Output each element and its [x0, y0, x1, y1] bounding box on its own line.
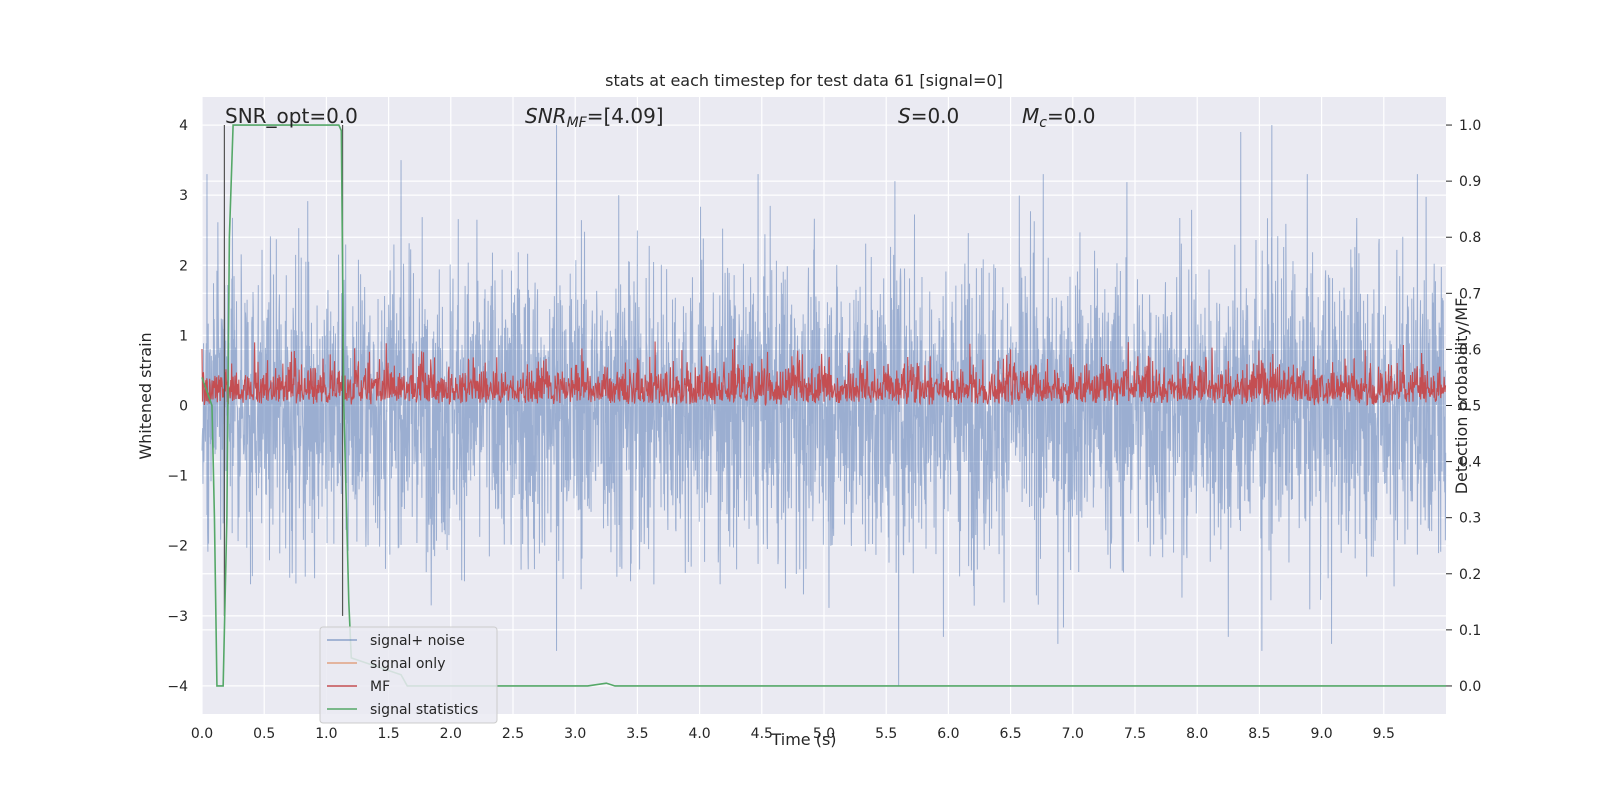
x-tick-label: 9.0: [1310, 726, 1332, 742]
y-left-tick-label: 0: [179, 399, 188, 415]
annotation-mc: Mc=0.0: [1022, 104, 1096, 131]
y-right-tick-label: 0.6: [1459, 342, 1481, 358]
legend-label-signal-only: signal only: [370, 656, 445, 672]
annotation-mc-sub: c: [1039, 115, 1047, 131]
x-tick-label: 9.5: [1373, 726, 1395, 742]
legend-label-mf: MF: [370, 679, 390, 695]
x-tick-label: 7.5: [1124, 726, 1146, 742]
series-signal-statistics: [201, 124, 1446, 687]
x-tick-label: 3.0: [564, 726, 586, 742]
chart-title: stats at each timestep for test data 61 …: [605, 71, 1003, 90]
x-axis-label: Time (s): [770, 730, 836, 749]
legend-label-signal-statistics: signal statistics: [370, 702, 478, 718]
x-tick-label: 2.5: [502, 726, 524, 742]
annotation-mc-name: M: [1022, 104, 1039, 128]
x-tick-label: 0.0: [191, 726, 213, 742]
y-left-tick-label: 4: [179, 118, 188, 134]
x-tick-label: 8.5: [1248, 726, 1270, 742]
x-tick-label: 1.0: [315, 726, 337, 742]
x-tick-label: 7.0: [1062, 726, 1084, 742]
x-tick-label: 8.0: [1186, 726, 1208, 742]
x-tick-label: 6.0: [937, 726, 959, 742]
y-left-tick-label: 1: [179, 328, 188, 344]
annotation-snr-mf: SNRMF=[4.09]: [525, 104, 664, 131]
x-tick-label: 5.5: [875, 726, 897, 742]
x-tick-label: 5.0: [813, 726, 835, 742]
x-tick-label: 4.0: [688, 726, 710, 742]
x-tick-label: 6.5: [999, 726, 1021, 742]
y-right-tick-label: 0.3: [1459, 511, 1481, 527]
x-tick-label: 2.0: [440, 726, 462, 742]
legend-label-signal-noise: signal+ noise: [370, 633, 465, 649]
y-right-tick-label: 0.1: [1459, 623, 1481, 639]
y-right-tick-label: 0.2: [1459, 567, 1481, 583]
legend-box: [319, 626, 498, 724]
annotation-snr-mf-name: SNR: [525, 104, 567, 128]
annotation-snr-mf-sub: MF: [567, 115, 588, 131]
annotation-snr-mf-value: =[4.09]: [587, 104, 664, 128]
x-tick-label: 4.5: [751, 726, 773, 742]
y-right-tick-label: 0.4: [1459, 455, 1481, 471]
plot-content: [201, 124, 1447, 687]
y-left-axis-ticks: 4 3 2 1 0 −1 −2 −3 −4: [167, 118, 188, 695]
y-right-tick-label: 0.5: [1459, 399, 1481, 415]
y-left-tick-label: 3: [179, 188, 188, 204]
annotation-snr-opt: SNR_opt=0.0: [225, 104, 358, 128]
series-signal-plus-noise: [201, 125, 1447, 686]
annotation-s: S=0.0: [898, 104, 959, 128]
annotation-s-value: =0.0: [911, 104, 960, 128]
y-right-axis-label: Detection probability/MF: [1452, 298, 1471, 495]
x-tick-label: 1.5: [377, 726, 399, 742]
y-left-tick-label: −1: [167, 469, 188, 485]
series-mf: [201, 338, 1447, 407]
x-axis-ticks: 0.0 0.5 1.0 1.5 2.0 2.5 3.0 3.5 4.0 4.5 5.0 5.5 6.0 6…: [191, 726, 1395, 742]
annotation-s-name: S: [898, 104, 911, 128]
y-right-tick-label: 0.0: [1459, 679, 1481, 695]
y-left-tick-label: −4: [167, 679, 188, 695]
x-tick-label: 3.5: [626, 726, 648, 742]
legend: signal+ noise signal only MF signal stat…: [319, 626, 498, 724]
y-right-tick-label: 1.0: [1459, 118, 1481, 134]
y-right-tick-label: 0.7: [1459, 286, 1481, 302]
y-right-tick-label: 0.9: [1459, 174, 1481, 190]
x-tick-label: 0.5: [253, 726, 275, 742]
y-right-tick-label: 0.8: [1459, 230, 1481, 246]
y-left-tick-label: 2: [179, 258, 188, 274]
y-left-axis-label: Whitened strain: [136, 332, 155, 459]
y-left-tick-label: −2: [167, 539, 188, 555]
annotation-mc-value: =0.0: [1047, 104, 1096, 128]
y-right-axis-ticks: 1.0 0.9 0.8 0.7 0.6 0.5 0.4 0.3 0.2 0.1 0.0: [1446, 118, 1481, 695]
y-left-tick-label: −3: [167, 609, 188, 625]
